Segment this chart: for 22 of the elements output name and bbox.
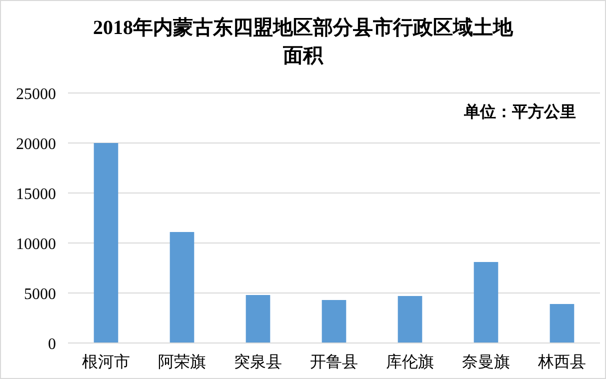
annotation: 单位：平方公里	[463, 102, 576, 121]
bar	[322, 300, 346, 343]
y-tick-label: 20000	[16, 136, 56, 153]
y-tick-label: 10000	[16, 236, 56, 253]
y-tick-label: 0	[48, 336, 56, 353]
chart-title: 2018年内蒙古东四盟地区部分县市行政区域土地面积	[92, 16, 514, 69]
x-tick-label: 根河市	[82, 353, 130, 371]
x-tick-label: 突泉县	[234, 353, 282, 371]
x-tick-label: 林西县	[537, 353, 586, 371]
bar	[474, 262, 498, 343]
bar	[246, 295, 270, 343]
y-tick-label: 15000	[16, 186, 56, 203]
x-tick-label: 阿荣旗	[158, 353, 206, 371]
x-tick-label: 奈曼旗	[462, 353, 510, 371]
bar	[398, 296, 422, 343]
y-tick-label: 5000	[24, 286, 56, 303]
y-tick-label: 25000	[16, 86, 56, 103]
bar	[550, 304, 574, 343]
x-tick-label: 库伦旗	[386, 353, 434, 371]
bar	[94, 143, 118, 343]
x-tick-label: 开鲁县	[310, 353, 358, 371]
bar	[170, 232, 194, 343]
